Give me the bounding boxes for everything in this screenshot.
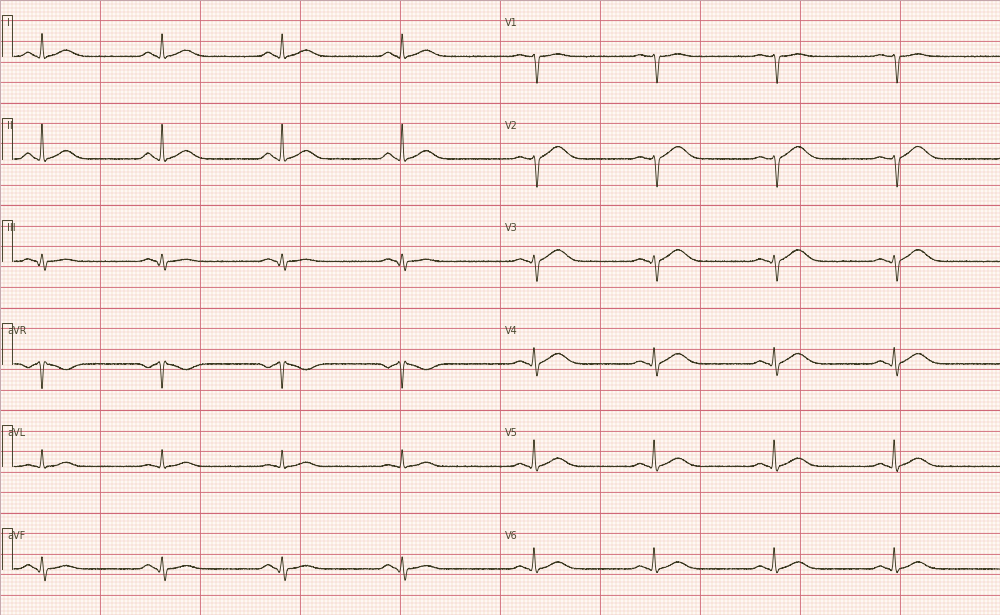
- Text: aVR: aVR: [7, 326, 26, 336]
- Text: V6: V6: [505, 531, 518, 541]
- Text: aVF: aVF: [7, 531, 25, 541]
- Text: V2: V2: [505, 121, 518, 131]
- Text: aVL: aVL: [7, 429, 25, 438]
- Text: V5: V5: [505, 429, 518, 438]
- Text: II: II: [7, 121, 13, 131]
- Text: V4: V4: [505, 326, 518, 336]
- Text: V1: V1: [505, 18, 518, 28]
- Text: III: III: [7, 223, 16, 234]
- Text: I: I: [7, 18, 10, 28]
- Text: V3: V3: [505, 223, 518, 234]
